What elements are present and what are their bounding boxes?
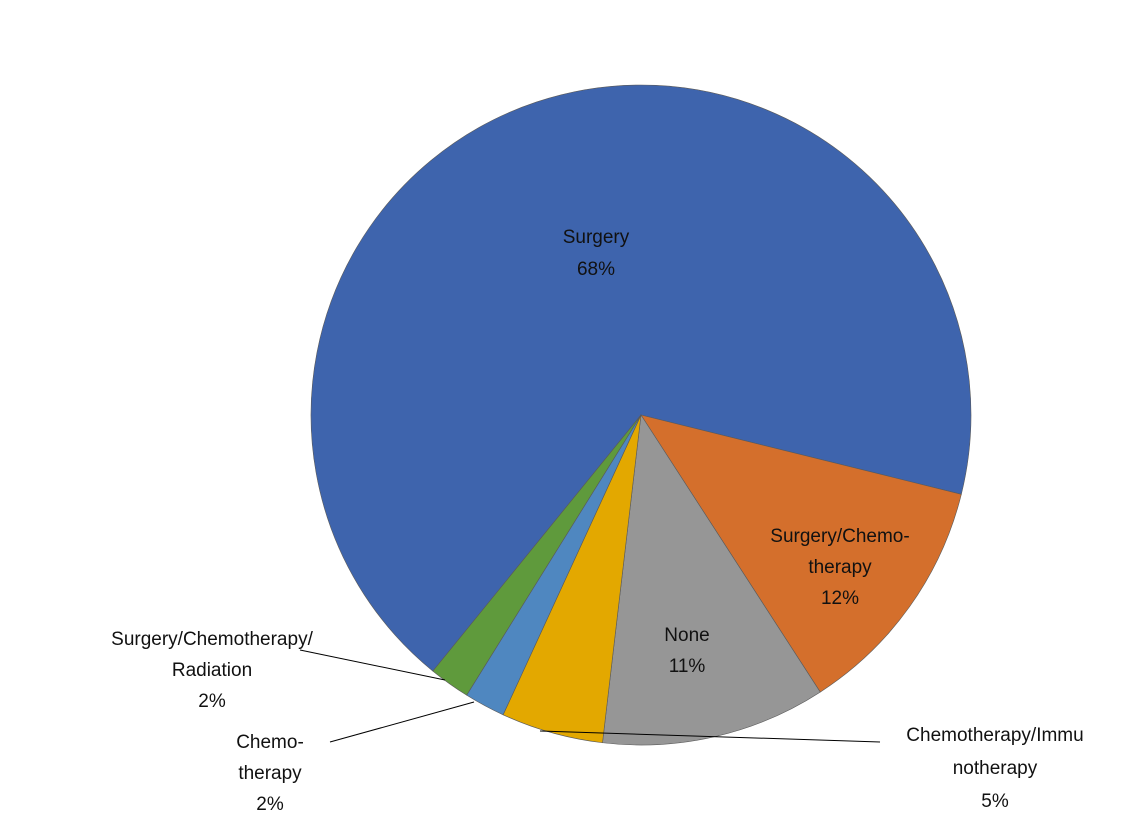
pie-slice [432, 414, 642, 696]
pie-slice [310, 84, 972, 672]
slice-label: None [664, 625, 709, 646]
value-label: 68% [577, 259, 615, 280]
slice-label: Chemotherapy/Immu notherapy [906, 725, 1083, 779]
slice-label: Surgery [563, 227, 630, 248]
slice-label: Chemo-therapy [236, 732, 304, 784]
leader-line [299, 649, 446, 681]
value-label: 5% [981, 791, 1009, 812]
value-label: 2% [256, 794, 284, 815]
leader-line [329, 701, 475, 743]
pie-slice [640, 414, 962, 693]
leader-line [539, 730, 881, 743]
value-label: 11% [669, 656, 706, 677]
value-label: 12% [821, 588, 859, 609]
slice-label: Surgery/Chemotherapy/Radiation [111, 629, 313, 681]
slice-label: Surgery/Chemo-therapy [770, 526, 909, 578]
value-label: 2% [198, 691, 226, 712]
